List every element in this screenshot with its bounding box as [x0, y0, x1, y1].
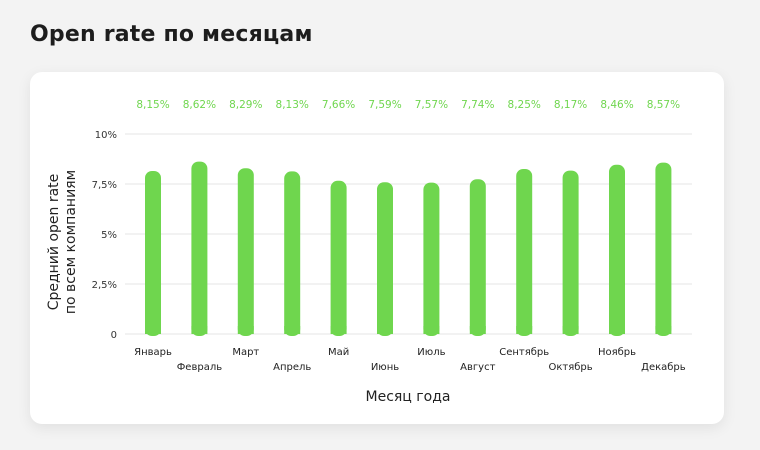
bar [469, 179, 486, 336]
y-axis-title-line2: по всем компаниям [63, 170, 79, 314]
bar [516, 169, 533, 336]
y-tick-label: 0 [111, 330, 117, 341]
x-tick-label: Март [232, 347, 259, 358]
bar-base [423, 326, 440, 334]
bar [377, 182, 393, 336]
data-label: 8,57% [647, 99, 680, 111]
x-tick-label: Июль [417, 347, 445, 358]
data-label: 7,57% [415, 99, 448, 111]
bars [145, 161, 672, 336]
bar-base [516, 326, 533, 334]
bar [655, 162, 672, 336]
data-label: 7,74% [461, 99, 494, 111]
bar [237, 168, 254, 336]
bar [145, 171, 161, 336]
y-tick-label: 10% [95, 130, 117, 141]
y-tick-labels: 0 2,5% 5% 7,5% 10% [92, 130, 117, 341]
bar-base [330, 326, 347, 334]
bar-base [469, 326, 486, 334]
data-label: 7,66% [322, 99, 355, 111]
data-label: 7,59% [368, 99, 401, 111]
x-tick-label: Декабрь [641, 362, 686, 373]
bar-base [655, 326, 672, 334]
x-tick-label: Ноябрь [598, 347, 636, 358]
data-label: 8,29% [229, 99, 262, 111]
data-label: 8,15% [136, 99, 169, 111]
bar [423, 182, 440, 336]
data-labels: 8,15% 8,62% 8,29% 8,13% 7,66% 7,59% 7,57% 7,74%… [136, 99, 680, 111]
x-tick-label: Август [460, 362, 495, 373]
bar [609, 164, 625, 336]
x-tick-label: Февраль [177, 362, 223, 373]
x-axis-title: Месяц года [366, 389, 451, 405]
y-axis-title-line1: Средний open rate [46, 174, 62, 311]
y-tick-label: 7,5% [92, 180, 117, 191]
bar-base [145, 326, 161, 334]
bar [191, 161, 208, 336]
y-tick-label: 5% [101, 230, 117, 241]
bar-base [191, 326, 208, 334]
x-tick-label: Май [328, 347, 349, 358]
x-tick-label: Сентябрь [499, 347, 549, 358]
data-label: 8,13% [276, 99, 309, 111]
bar [284, 171, 301, 336]
bar-base [377, 326, 393, 334]
data-label: 8,25% [508, 99, 541, 111]
bar-base [237, 326, 254, 334]
data-label: 8,62% [183, 99, 216, 111]
x-tick-label: Июнь [371, 362, 399, 373]
bar [562, 170, 579, 336]
x-tick-label: Апрель [273, 362, 311, 373]
bar-base [562, 326, 579, 334]
page-title: Open rate по месяцам [30, 22, 313, 47]
data-label: 8,46% [600, 99, 633, 111]
gridlines [125, 133, 692, 335]
x-tick-label: Январь [134, 347, 172, 358]
x-tick-label: Октябрь [549, 362, 593, 373]
bar-base [609, 326, 625, 334]
bar-base [284, 326, 301, 334]
x-tick-labels: Январь Февраль Март Апрель Май Июнь Июль Август… [134, 347, 686, 373]
y-tick-label: 2,5% [92, 280, 117, 291]
data-label: 8,17% [554, 99, 587, 111]
bar [330, 180, 347, 336]
